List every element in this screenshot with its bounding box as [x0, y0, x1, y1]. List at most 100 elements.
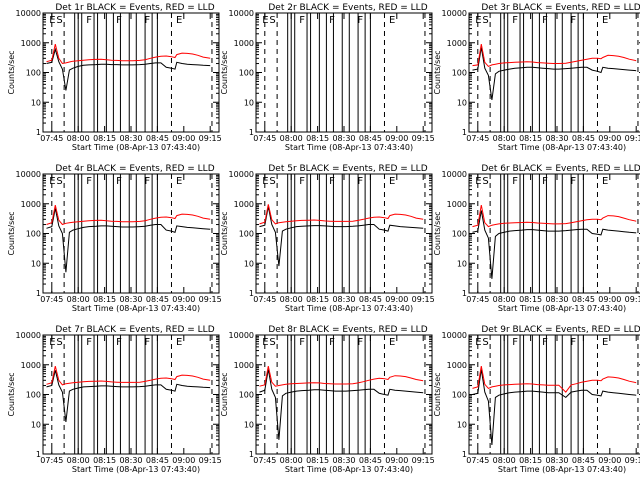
interval-annotation: F: [329, 15, 335, 26]
y-tick-label: 100: [452, 230, 467, 239]
y-tick-label: 1: [249, 128, 254, 137]
series-lld-line: [46, 43, 211, 65]
x-tick-label: 08:30: [545, 295, 568, 304]
series-lld-line: [259, 204, 424, 225]
plot-area: [46, 335, 213, 454]
interval-annotation: F: [86, 15, 92, 26]
x-tick-label: 08:15: [93, 456, 116, 465]
interval-annotation: S: [269, 176, 275, 187]
axes-frame: [468, 334, 640, 455]
y-tick-label: 100: [239, 69, 254, 78]
interval-annotation: E: [262, 15, 268, 26]
panel-title: Det 2r BLACK = Events, RED = LLD: [268, 3, 427, 13]
y-tick-label: 1: [36, 450, 41, 459]
y-axis-label: Counts/sec: [7, 372, 16, 416]
interval-annotation: F: [570, 176, 576, 187]
x-tick-label: 08:00: [493, 295, 516, 304]
series-lld-line: [472, 44, 637, 68]
x-tick-label: 09:00: [172, 456, 195, 465]
x-tick-label: 08:00: [280, 295, 303, 304]
x-tick-label: 07:45: [466, 456, 489, 465]
x-tick-label: 08:45: [146, 134, 169, 143]
x-tick-label: 08:15: [306, 134, 329, 143]
interval-annotation: F: [542, 176, 548, 187]
interval-annotation: S: [56, 15, 62, 26]
y-tick-label: 100: [26, 69, 41, 78]
y-axis-label: Counts/sec: [220, 50, 229, 94]
y-tick-label: 1000: [447, 39, 467, 48]
y-tick-label: 100: [239, 391, 254, 400]
x-axis-label: Start Time (08-Apr-13 07:43:40): [498, 143, 626, 152]
x-tick-label: 07:45: [253, 295, 276, 304]
x-tick-label: 08:45: [359, 295, 382, 304]
interval-annotation: F: [144, 176, 150, 187]
x-tick-label: 08:30: [545, 134, 568, 143]
y-tick-label: 10000: [442, 9, 467, 18]
x-tick-label: 09:00: [385, 295, 408, 304]
y-tick-label: 100: [26, 391, 41, 400]
interval-annotation: E: [176, 15, 182, 26]
series-events-line: [46, 47, 211, 91]
y-tick-label: 10: [31, 98, 41, 107]
x-axis-label: Start Time (08-Apr-13 07:43:40): [72, 465, 200, 474]
series-events-line: [259, 206, 424, 267]
interval-annotation: F: [144, 337, 150, 348]
x-tick-label: 09:00: [172, 295, 195, 304]
series-lld-line: [46, 365, 211, 386]
x-tick-label: 09:15: [625, 134, 640, 143]
y-tick-label: 10000: [16, 170, 41, 179]
y-axis-label: Counts/sec: [433, 372, 442, 416]
plot-area: [46, 13, 213, 132]
axes-frame: [468, 173, 640, 294]
x-tick-label: 08:30: [332, 295, 355, 304]
interval-annotation: F: [357, 337, 363, 348]
interval-annotation: F: [357, 176, 363, 187]
x-tick-label: 08:00: [67, 456, 90, 465]
x-tick-label: 08:00: [280, 456, 303, 465]
y-tick-label: 100: [452, 391, 467, 400]
x-tick-label: 08:30: [332, 134, 355, 143]
x-tick-label: 07:45: [253, 134, 276, 143]
series-lld-line: [46, 204, 211, 226]
x-tick-label: 08:00: [67, 134, 90, 143]
x-tick-label: 08:00: [493, 134, 516, 143]
x-axis-label: Start Time (08-Apr-13 07:43:40): [498, 304, 626, 313]
y-tick-label: 1: [462, 289, 467, 298]
y-axis-label: Counts/sec: [433, 211, 442, 255]
x-tick-label: 09:00: [598, 456, 621, 465]
plot-area: [259, 174, 426, 293]
interval-annotation: E: [389, 337, 395, 348]
y-tick-label: 10000: [229, 331, 254, 340]
x-tick-label: 08:00: [67, 295, 90, 304]
x-tick-label: 09:00: [385, 134, 408, 143]
x-tick-label: 07:45: [466, 134, 489, 143]
interval-annotation: F: [329, 337, 335, 348]
interval-annotation: E: [389, 176, 395, 187]
x-tick-label: 08:45: [572, 456, 595, 465]
x-tick-label: 08:15: [519, 295, 542, 304]
y-tick-label: 1000: [21, 200, 41, 209]
x-tick-label: 09:15: [625, 295, 640, 304]
interval-annotation: S: [269, 337, 275, 348]
interval-annotation: F: [357, 15, 363, 26]
interval-annotation: F: [116, 337, 122, 348]
interval-annotation: F: [299, 337, 305, 348]
series-events-line: [46, 208, 211, 273]
x-tick-label: 08:45: [359, 134, 382, 143]
y-axis-label: Counts/sec: [433, 50, 442, 94]
y-tick-label: 1000: [234, 361, 254, 370]
y-tick-label: 1000: [21, 39, 41, 48]
series-events-line: [472, 210, 637, 279]
y-tick-label: 10000: [16, 9, 41, 18]
plot-area: [472, 174, 639, 293]
y-tick-label: 100: [452, 69, 467, 78]
panel-title: Det 1r BLACK = Events, RED = LLD: [55, 3, 214, 13]
interval-annotation: E: [49, 337, 55, 348]
y-tick-label: 10000: [442, 170, 467, 179]
series-events-line: [46, 370, 211, 422]
